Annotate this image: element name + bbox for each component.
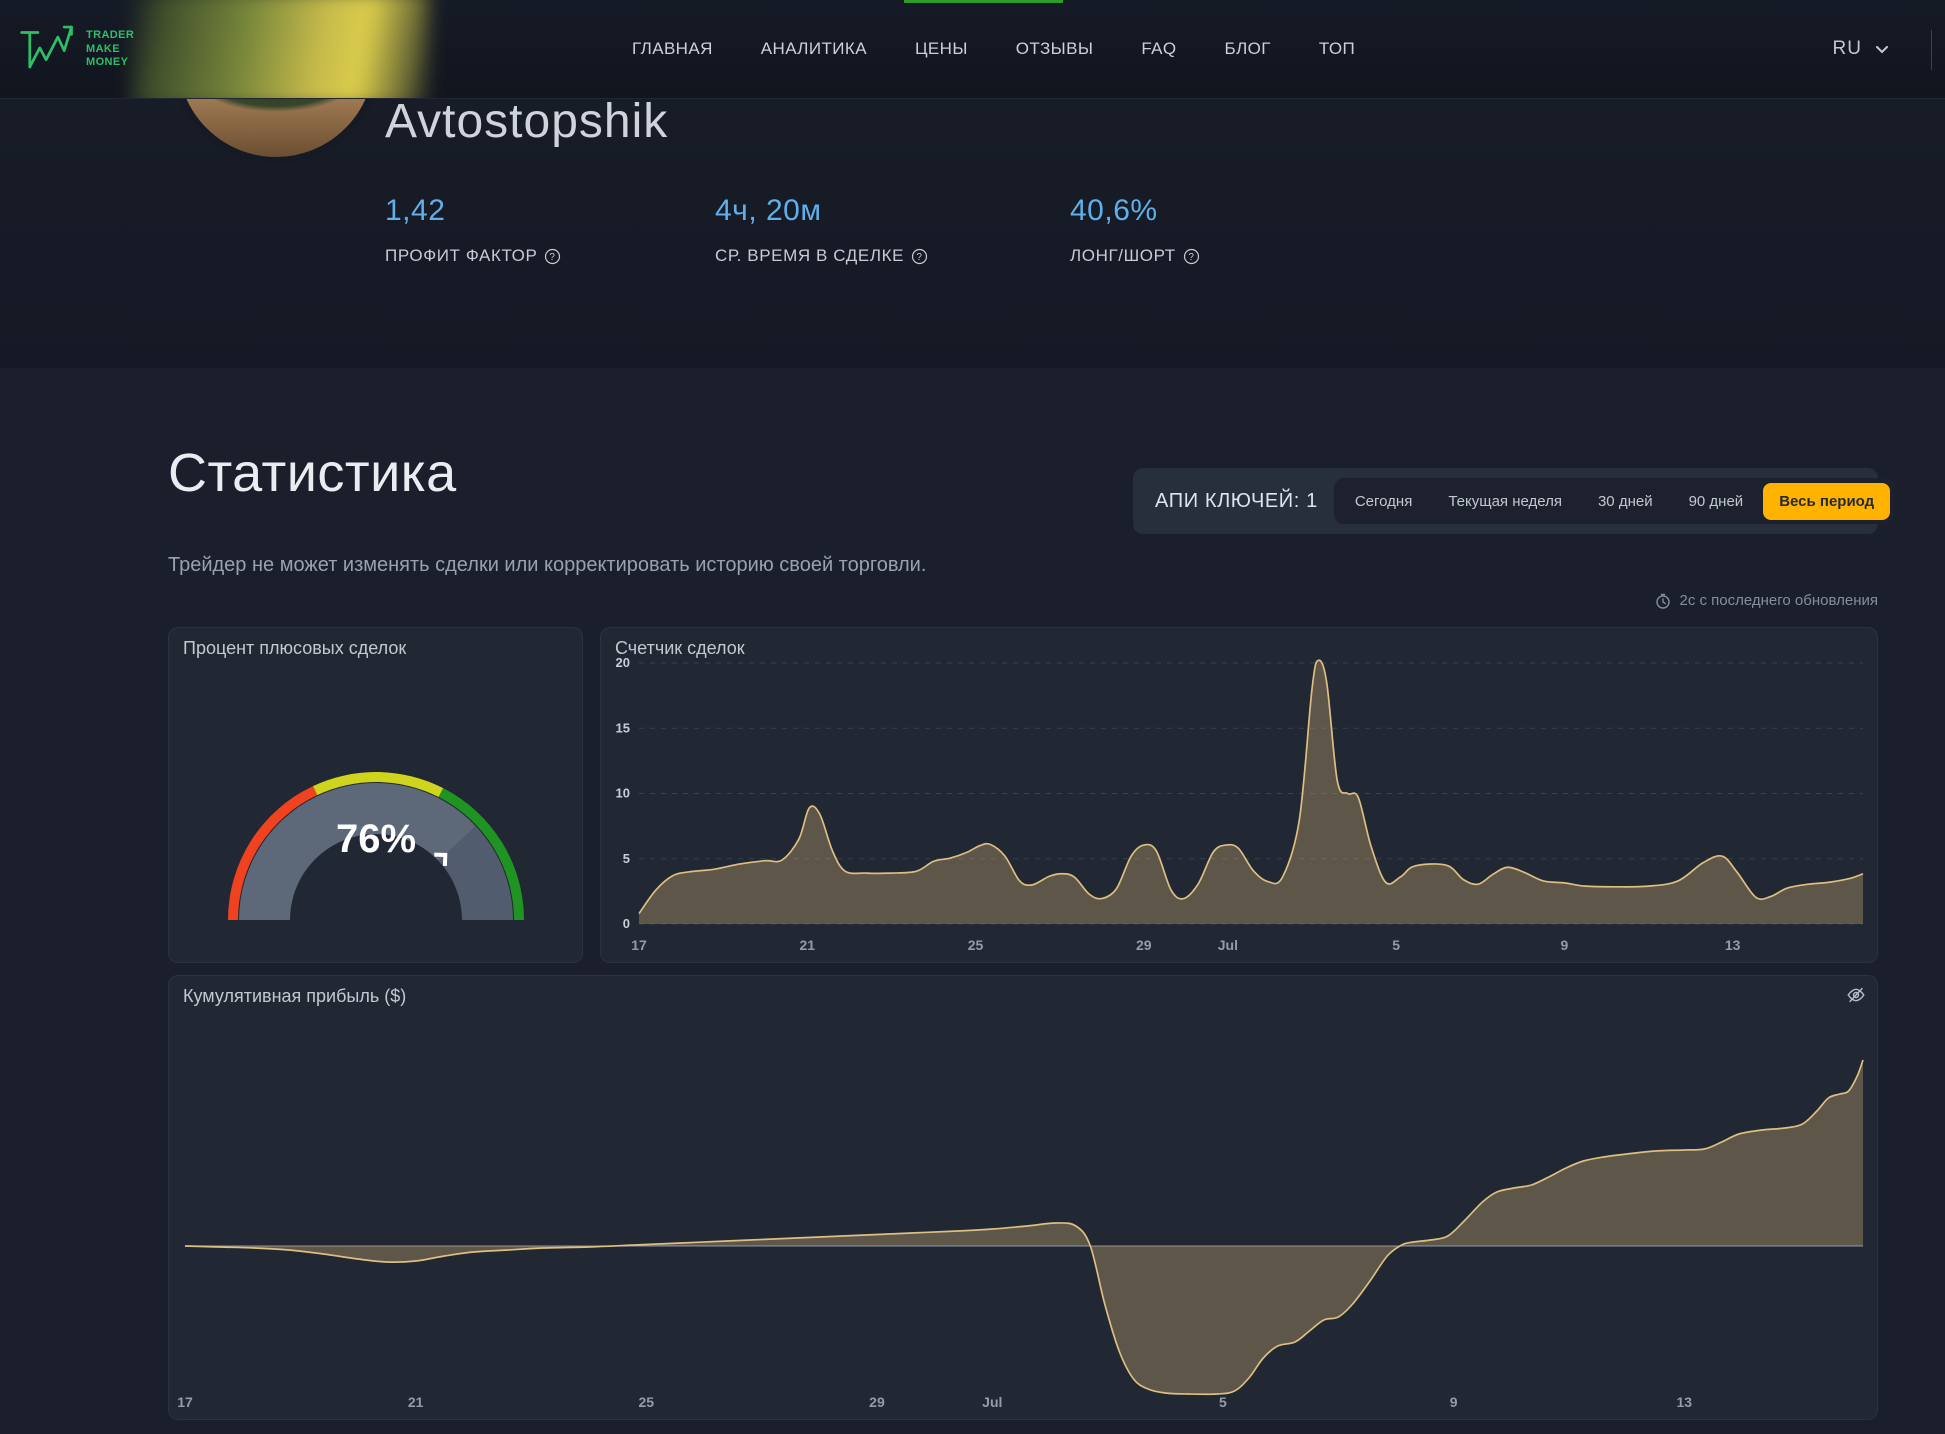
question-icon[interactable]: ? [911,248,928,265]
api-keys-label: АПИ КЛЮЧЕЙ: 1 [1155,489,1318,512]
profile-banner-blur [130,0,430,98]
language-label: RU [1832,38,1862,59]
card-title: Кумулятивная прибыль ($) [183,986,407,1006]
stat-avg-time-in-trade: 4ч, 20м СР. ВРЕМЯ В СДЕЛКЕ ? [715,194,1010,266]
svg-text:?: ? [550,252,556,263]
win-rate-card: Процент плюсовых сделок 76% [168,627,583,963]
svg-text:76%: 76% [336,817,416,861]
svg-text:21: 21 [408,1394,424,1410]
win-rate-gauge[interactable]: 76% [169,628,582,962]
svg-text:20: 20 [616,655,630,670]
nav-item-top[interactable]: ТОП [1318,39,1356,58]
svg-text:21: 21 [799,937,815,953]
svg-text:10: 10 [616,786,630,801]
cumulative-profit-card: Кумулятивная прибыль ($) 17 21 25 29 Jul 5 9 13 [168,975,1878,1420]
svg-text:29: 29 [1136,937,1152,953]
stat-profit-factor: 1,42 ПРОФИТ ФАКТОР ? [385,194,655,266]
svg-text:15: 15 [616,720,630,735]
svg-text:25: 25 [639,1394,655,1410]
card-title: Счетчик сделок [615,638,745,658]
logo-chart-icon [18,18,76,81]
svg-text:29: 29 [869,1394,885,1410]
period-button-all-time[interactable]: Весь период [1763,482,1891,520]
clock-icon [1656,593,1671,609]
top-nav: TRADER MAKE MONEY ГЛАВНАЯ АНАЛИТИКА ЦЕНЫ… [0,0,1945,99]
svg-text:0: 0 [623,916,630,931]
trader-name: Avtostopshik [385,95,669,148]
profile-header: Avtostopshik 1,42 ПРОФИТ ФАКТОР ? 4ч, 20… [0,0,1945,368]
nav-item-analytics[interactable]: АНАЛИТИКА [760,39,867,58]
period-filter-panel: АПИ КЛЮЧЕЙ: 1 Сегодня Текущая неделя 30 … [1133,468,1896,534]
svg-text:Jul: Jul [982,1394,1002,1410]
stat-value: 4ч, 20м [715,194,822,227]
nav-divider [1931,30,1932,70]
stat-long-short: 40,6% ЛОНГ/ШОРТ ? [1070,194,1200,266]
chevron-down-icon [1876,38,1888,60]
stat-label: ЛОНГ/ШОРТ [1070,246,1176,265]
svg-text:5: 5 [1219,1394,1227,1410]
stat-label: СР. ВРЕМЯ В СДЕЛКЕ [715,246,905,265]
trade-counter-card: Счетчик сделок 0 5 10 15 20 17 21 25 29 Jul 5 9 13 [600,627,1878,963]
page-title: Статистика [168,443,457,503]
question-icon[interactable]: ? [1183,248,1200,265]
svg-text:17: 17 [177,1394,193,1410]
top-green-indicator [904,0,1063,3]
logo[interactable]: TRADER MAKE MONEY [18,18,134,81]
question-icon[interactable]: ? [544,248,561,265]
nav-item-prices[interactable]: ЦЕНЫ [914,39,968,58]
svg-text:13: 13 [1725,937,1741,953]
profile-stats: 1,42 ПРОФИТ ФАКТОР ? 4ч, 20м СР. ВРЕМЯ В… [385,194,1260,266]
svg-text:13: 13 [1676,1394,1692,1410]
stat-value: 40,6% [1070,194,1158,227]
period-button-today[interactable]: Сегодня [1339,483,1429,520]
nav-item-reviews[interactable]: ОТЗЫВЫ [1015,39,1094,58]
language-switcher[interactable]: RU [1833,0,1888,98]
svg-text:?: ? [1188,252,1194,263]
svg-text:?: ? [916,252,922,263]
svg-text:9: 9 [1450,1394,1458,1410]
period-button-current-week[interactable]: Текущая неделя [1432,483,1578,520]
nav-item-home[interactable]: ГЛАВНАЯ [632,39,713,58]
period-button-30-days[interactable]: 30 дней [1582,483,1669,520]
svg-text:17: 17 [631,937,647,953]
svg-text:Jul: Jul [1218,937,1238,953]
nav-item-faq[interactable]: FAQ [1141,39,1177,58]
nav-links: ГЛАВНАЯ АНАЛИТИКА ЦЕНЫ ОТЗЫВЫ FAQ БЛОГ Т… [632,0,1355,98]
svg-text:5: 5 [1392,937,1400,953]
stat-label: ПРОФИТ ФАКТОР [385,246,538,265]
period-button-group: Сегодня Текущая неделя 30 дней 90 дней В… [1333,478,1896,524]
stat-value: 1,42 [385,194,446,227]
statistics-section: Статистика Трейдер не может изменять сде… [0,368,1945,1434]
cumulative-profit-chart[interactable]: 17 21 25 29 Jul 5 9 13 [169,976,1877,1419]
svg-text:25: 25 [968,937,984,953]
last-update-note: 2с с последнего обновления [1655,592,1878,609]
trade-counter-chart[interactable]: 0 5 10 15 20 17 21 25 29 Jul 5 9 13 [601,628,1877,962]
eye-off-icon[interactable] [1845,984,1867,1006]
period-button-90-days[interactable]: 90 дней [1673,483,1760,520]
svg-text:5: 5 [623,851,630,866]
svg-text:9: 9 [1560,937,1568,953]
card-title: Процент плюсовых сделок [183,638,407,658]
logo-text: TRADER MAKE MONEY [86,28,135,69]
page-subtitle: Трейдер не может изменять сделки или кор… [168,554,927,576]
nav-item-blog[interactable]: БЛОГ [1224,39,1271,58]
